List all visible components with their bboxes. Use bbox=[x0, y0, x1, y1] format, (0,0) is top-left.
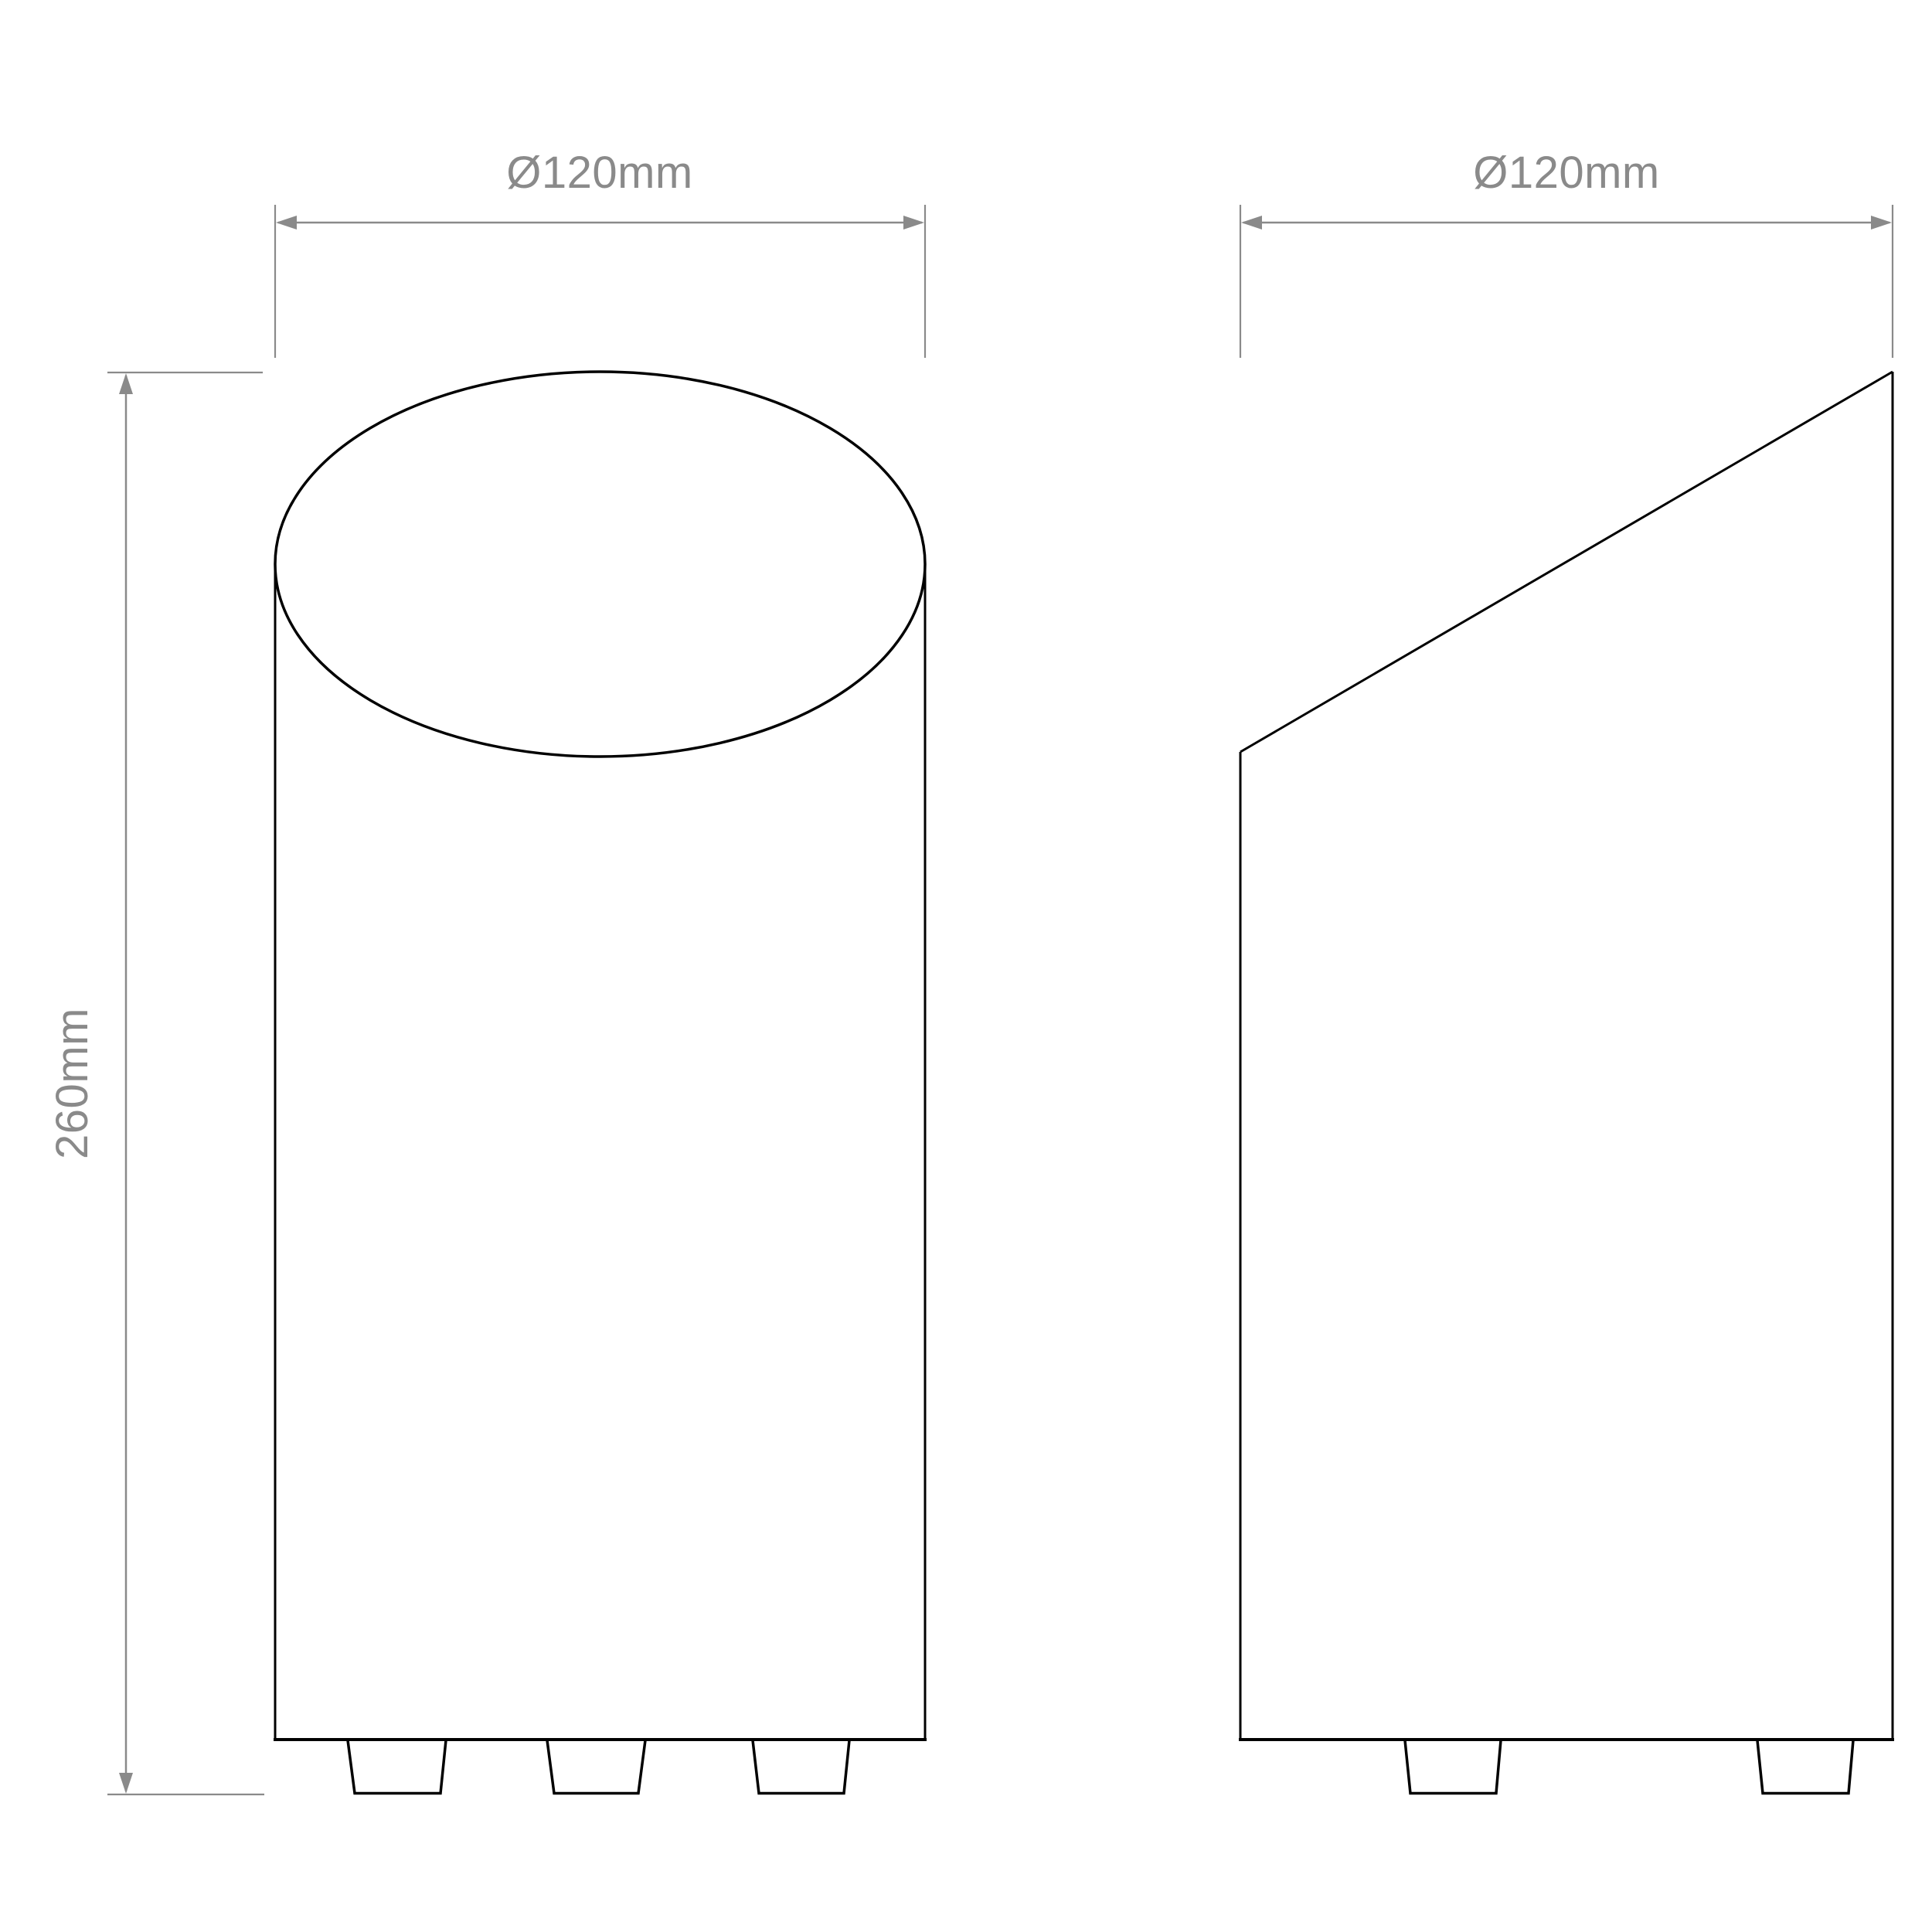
arrowhead-left-icon bbox=[1241, 216, 1262, 230]
foot bbox=[346, 1740, 447, 1795]
foot bbox=[1403, 1740, 1502, 1795]
front-diameter-label: Ø120mm bbox=[506, 148, 693, 198]
arrowhead-up-icon bbox=[119, 373, 133, 394]
arrowhead-right-icon bbox=[903, 216, 924, 230]
side-view bbox=[1239, 370, 1894, 1795]
foot bbox=[1756, 1740, 1855, 1795]
foot bbox=[751, 1740, 851, 1795]
height-dimension: 260mm bbox=[47, 371, 264, 1796]
arrowhead-right-icon bbox=[1871, 216, 1892, 230]
height-label: 260mm bbox=[47, 1008, 97, 1159]
front-diameter-dimension: Ø120mm bbox=[274, 148, 927, 358]
side-diameter-label: Ø120mm bbox=[1473, 148, 1660, 198]
arrowhead-down-icon bbox=[119, 1773, 133, 1794]
side-diameter-dimension: Ø120mm bbox=[1239, 148, 1894, 358]
slanted-top-edge bbox=[1240, 370, 1893, 753]
foot bbox=[546, 1740, 647, 1795]
cylinder-top-ellipse bbox=[274, 370, 927, 758]
front-view bbox=[274, 370, 927, 1795]
arrowhead-left-icon bbox=[276, 216, 297, 230]
